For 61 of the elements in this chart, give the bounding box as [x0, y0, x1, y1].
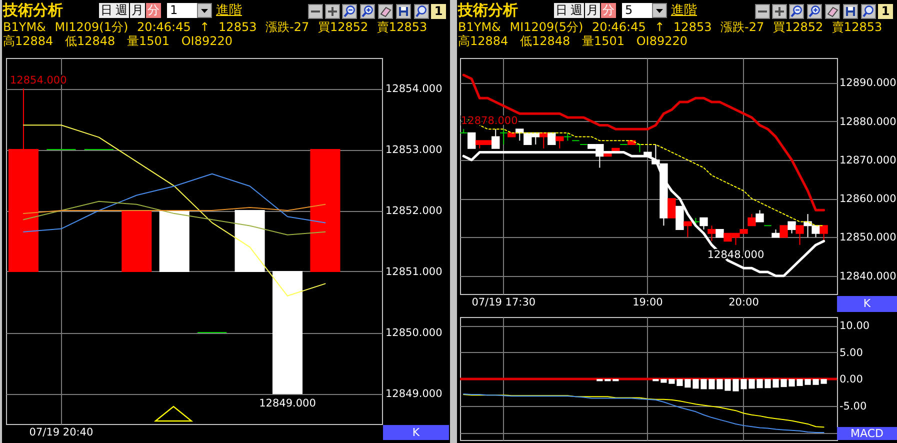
tab-button: 月 [585, 3, 600, 18]
chart-subtitle: B1YM& MI1209(5分) 20:46:45 ↑ 12853 漲跌-27 買12852 賣12853 [458, 20, 882, 34]
line-series [23, 173, 326, 232]
candlestick [780, 225, 788, 238]
candlestick [556, 136, 564, 149]
x-tick-label: 07/19 17:30 [472, 296, 536, 308]
y-tick-label: 12840.000 [840, 270, 896, 282]
chart-subtitle: B1YM& MI1209(1分) 20:46:45 ↑ 12853 漲跌-27 買12852 賣12853 [3, 20, 428, 34]
candlestick [500, 128, 508, 146]
tab-button: 日 [99, 3, 114, 18]
candlestick [700, 217, 708, 230]
candlestick [468, 132, 476, 149]
y-tick-label: 12860.000 [840, 193, 896, 206]
candlestick [820, 225, 828, 242]
candlestick [708, 225, 716, 242]
candlestick [788, 221, 796, 234]
chart-title: 技術分析 [3, 1, 63, 19]
y-tick-label: 12870.000 [840, 154, 896, 166]
tab-button: 分 [146, 3, 161, 18]
candlestick [796, 225, 804, 246]
y-tick-label: 12850.000 [840, 232, 896, 244]
tab-button: 週 [114, 3, 129, 18]
y-tick-label: 12854.000 [386, 83, 442, 95]
candlestick [676, 206, 684, 230]
dropdown-field: 5 [622, 3, 667, 18]
x-tick-label: 20:00 [728, 296, 759, 308]
candlestick [492, 128, 500, 149]
candlestick [636, 144, 644, 153]
tab-button: 日 [554, 3, 569, 18]
line-series [23, 200, 326, 236]
candlestick [748, 214, 756, 226]
y-tick-label: 12851.000 [386, 266, 442, 278]
toolbar-button: 1 [878, 4, 893, 19]
tab-button: 分 [601, 3, 616, 18]
x-tick-label: 07/19 20:40 [29, 426, 94, 438]
candlestick [756, 210, 764, 222]
tab-button: 週 [569, 3, 584, 18]
y-tick-label: 12850.000 [386, 327, 442, 339]
toolbar-button: 1 [431, 4, 446, 19]
line-series [23, 124, 326, 296]
chart-title: 技術分析 [458, 1, 518, 19]
y-tick-label: 12849.000 [386, 388, 442, 400]
text: 高12884 低12848 量1501 OI89220 [3, 34, 232, 48]
y-tick-label: 12890.000 [840, 77, 896, 90]
line-series [462, 74, 826, 212]
y-tick-label: 12880.000 [840, 116, 896, 128]
candlestick [684, 221, 692, 238]
tab-button: 月 [130, 3, 145, 18]
annotation: 12849.000 [259, 398, 316, 410]
text: 進階 [216, 3, 242, 18]
dropdown-field: 1 [167, 3, 212, 18]
line-series [23, 204, 326, 214]
text: 進階 [671, 3, 697, 18]
tag-label: K [837, 296, 897, 312]
x-tick-label: 19:00 [632, 296, 663, 308]
text: 高12884 低12848 量1501 OI89220 [458, 34, 688, 48]
y-tick-label: 12853.000 [386, 144, 442, 156]
candlestick [460, 128, 468, 134]
candlestick [668, 198, 676, 218]
y-tick-label: 12852.000 [386, 205, 442, 217]
tag-label: K [383, 425, 449, 440]
